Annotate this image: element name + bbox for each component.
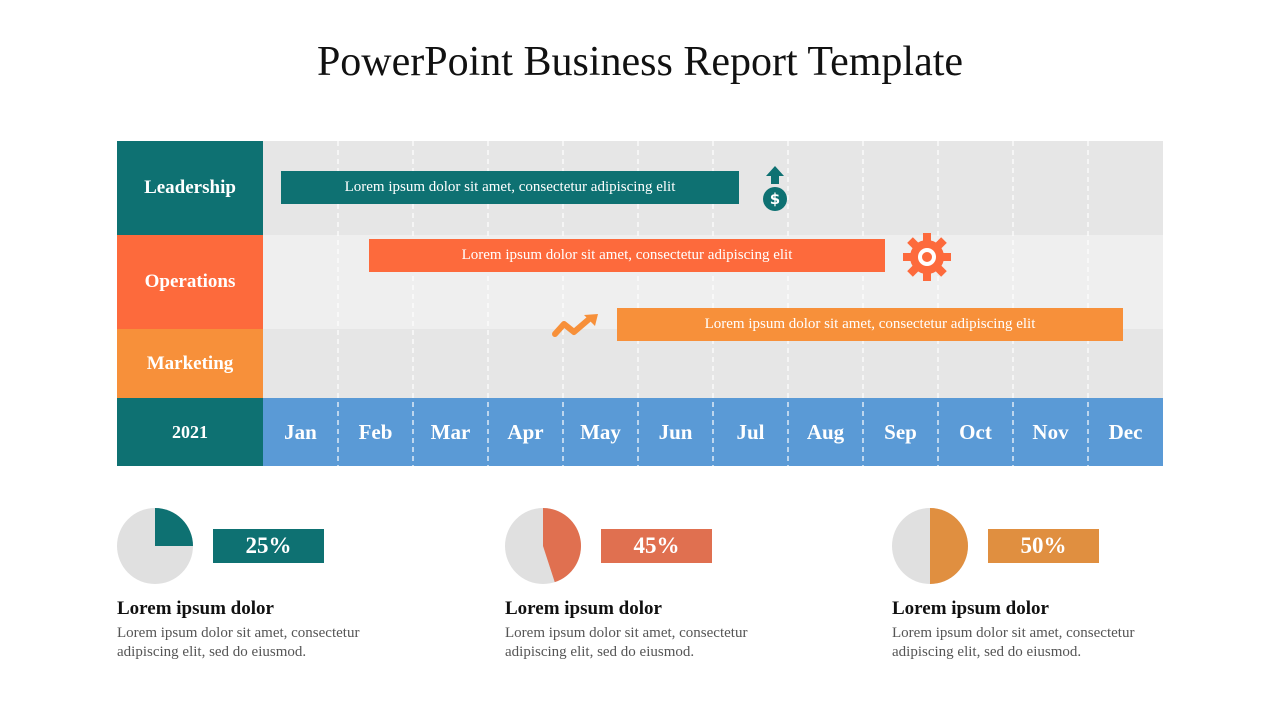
task-bar: Lorem ipsum dolor sit amet, consectetur … bbox=[281, 171, 739, 204]
row-label: Marketing bbox=[117, 329, 263, 398]
month-label: Jul bbox=[736, 419, 765, 444]
year-label: 2021 bbox=[117, 398, 263, 466]
svg-text:$: $ bbox=[770, 190, 780, 208]
title: PowerPoint Business Report Template bbox=[316, 39, 964, 85]
pie-slice bbox=[543, 508, 582, 583]
stat-heading: Lorem ipsum dolor bbox=[892, 598, 1049, 619]
pie-slice bbox=[155, 508, 193, 546]
month-label: Nov bbox=[1032, 419, 1069, 444]
month-label: May bbox=[580, 419, 621, 444]
row-label: Leadership bbox=[117, 141, 263, 235]
trend-icon bbox=[552, 314, 598, 337]
percent-label: 45% bbox=[601, 529, 712, 563]
money-icon: $ bbox=[763, 166, 787, 211]
month-label: Sep bbox=[884, 419, 917, 444]
percent-label: 25% bbox=[213, 529, 324, 563]
month-label: Apr bbox=[507, 419, 544, 444]
task-bar: Lorem ipsum dolor sit amet, consectetur … bbox=[617, 308, 1123, 341]
pie-area bbox=[117, 508, 968, 584]
month-label: Jun bbox=[658, 419, 693, 444]
stat-text: Lorem ipsum dolor sit amet, consectetur … bbox=[892, 625, 1135, 660]
month-label: Dec bbox=[1108, 419, 1143, 444]
task-bar: Lorem ipsum dolor sit amet, consectetur … bbox=[369, 239, 885, 272]
percent-label: 50% bbox=[988, 529, 1099, 563]
month-label: Aug bbox=[806, 419, 845, 444]
stat-text: Lorem ipsum dolor sit amet, consectetur … bbox=[505, 625, 748, 660]
stat-heading: Lorem ipsum dolor bbox=[505, 598, 662, 619]
month-label: Jan bbox=[284, 419, 317, 444]
row-label: Operations bbox=[117, 235, 263, 329]
pie-slice bbox=[930, 508, 968, 584]
grid bbox=[337, 141, 1089, 466]
month-label: Oct bbox=[959, 419, 992, 444]
stat-text: Lorem ipsum dolor sit amet, consectetur … bbox=[117, 625, 360, 660]
gear-icon bbox=[903, 233, 951, 281]
month-label: Feb bbox=[358, 419, 393, 444]
month-label: Mar bbox=[430, 419, 471, 444]
stat-heading: Lorem ipsum dolor bbox=[117, 598, 274, 619]
